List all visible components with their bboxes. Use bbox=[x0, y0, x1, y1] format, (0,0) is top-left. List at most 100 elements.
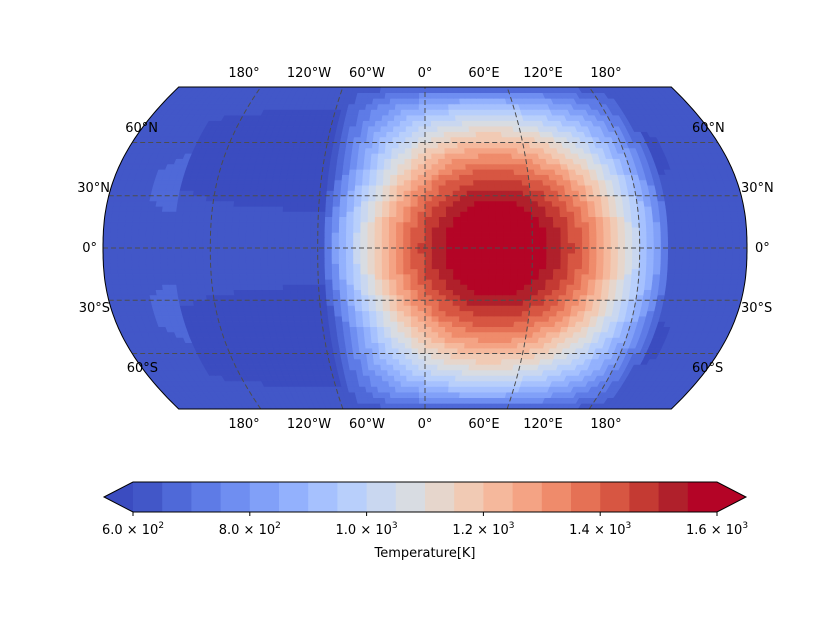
contour-cell bbox=[437, 136, 445, 143]
contour-cell bbox=[658, 284, 667, 291]
contour-cell bbox=[403, 226, 412, 233]
contour-cell bbox=[317, 216, 326, 223]
contour-cell bbox=[610, 263, 619, 270]
contour-cell bbox=[474, 232, 483, 238]
contour-cell bbox=[717, 237, 726, 244]
contour-cell bbox=[730, 273, 740, 280]
contour-cell bbox=[418, 109, 426, 116]
contour-cell bbox=[160, 273, 170, 280]
contour-cell bbox=[703, 237, 712, 244]
contour-cell bbox=[430, 358, 439, 365]
contour-cell bbox=[319, 184, 328, 191]
contour-cell bbox=[488, 226, 497, 233]
contour-cell bbox=[278, 179, 287, 186]
contour-cell bbox=[467, 206, 476, 212]
contour-cell bbox=[417, 174, 426, 181]
contour-cell bbox=[464, 158, 473, 165]
contour-cell bbox=[481, 273, 490, 280]
contour-cell bbox=[302, 331, 312, 338]
contour-cell bbox=[537, 206, 547, 212]
contour-cell bbox=[380, 120, 389, 127]
contour-cell bbox=[245, 247, 254, 254]
contour-cell bbox=[523, 284, 532, 291]
contour-cell bbox=[299, 179, 308, 186]
contour-cell bbox=[556, 184, 566, 191]
contour-cell bbox=[260, 273, 269, 280]
contour-cell bbox=[353, 206, 362, 212]
contour-cell bbox=[491, 158, 500, 165]
contour-cell bbox=[232, 206, 242, 212]
contour-cell bbox=[620, 299, 630, 306]
contour-cell bbox=[494, 195, 503, 202]
contour-cell bbox=[411, 342, 419, 349]
contour-cell bbox=[312, 299, 321, 306]
contour-cell bbox=[284, 190, 293, 197]
contour-cell bbox=[169, 289, 179, 296]
contour-cell bbox=[443, 125, 451, 132]
contour-cell bbox=[410, 310, 419, 317]
contour-cell bbox=[450, 347, 459, 354]
contour-cell bbox=[424, 289, 433, 296]
contour-cell bbox=[652, 221, 661, 228]
contour-cell bbox=[687, 273, 697, 280]
contour-cell bbox=[462, 358, 471, 365]
contour-cell bbox=[360, 211, 369, 217]
contour-cell bbox=[332, 278, 341, 285]
contour-cell bbox=[260, 278, 270, 285]
contour-cell bbox=[110, 221, 119, 228]
contour-cell bbox=[629, 284, 639, 291]
contour-cell bbox=[531, 268, 540, 275]
contour-cell bbox=[430, 391, 438, 399]
contour-cell bbox=[539, 258, 547, 264]
contour-cell bbox=[177, 195, 187, 202]
contour-cell bbox=[192, 299, 202, 306]
contour-cell bbox=[393, 114, 402, 121]
contour-cell bbox=[344, 147, 353, 154]
contour-cell bbox=[539, 242, 547, 249]
contour-cell bbox=[202, 242, 211, 249]
contour-cell bbox=[390, 315, 398, 322]
contour-cell bbox=[488, 273, 497, 280]
contour-cell bbox=[430, 125, 439, 132]
contour-cell bbox=[438, 206, 447, 212]
contour-cell bbox=[298, 299, 307, 306]
contour-cell bbox=[459, 386, 468, 393]
contour-cell bbox=[737, 216, 747, 223]
contour-cell bbox=[424, 358, 432, 365]
contour-cell bbox=[253, 226, 262, 233]
contour-cell bbox=[487, 305, 496, 312]
contour-cell bbox=[418, 380, 426, 387]
contour-cell bbox=[196, 211, 206, 217]
contour-cell bbox=[460, 284, 468, 291]
contour-cell bbox=[238, 252, 247, 259]
contour-cell bbox=[558, 200, 567, 207]
contour-cell bbox=[554, 169, 563, 175]
contour-cell bbox=[488, 206, 497, 212]
contour-cell bbox=[536, 184, 545, 191]
contour-cell bbox=[659, 268, 669, 275]
contour-cell bbox=[271, 179, 281, 186]
contour-cell bbox=[566, 278, 575, 285]
contour-cell bbox=[424, 125, 432, 132]
contour-cell bbox=[531, 237, 540, 244]
contour-cell bbox=[531, 273, 540, 280]
contour-cell bbox=[569, 315, 578, 322]
contour-cell bbox=[457, 147, 466, 154]
contour-cell bbox=[168, 211, 177, 217]
contour-cell bbox=[338, 147, 347, 154]
contour-cell bbox=[131, 226, 140, 233]
contour-cell bbox=[509, 289, 518, 296]
contour-cell bbox=[488, 136, 497, 143]
contour-cell bbox=[267, 226, 276, 233]
contour-cell bbox=[344, 153, 353, 159]
contour-cell bbox=[212, 200, 221, 207]
contour-cell bbox=[667, 226, 676, 233]
contour-cell bbox=[489, 142, 498, 149]
contour-cell bbox=[314, 321, 323, 328]
contour-cell bbox=[181, 221, 191, 228]
contour-cell bbox=[203, 268, 212, 275]
contour-cell bbox=[145, 258, 154, 264]
contour-cell bbox=[189, 221, 198, 228]
contour-cell bbox=[303, 242, 311, 249]
contour-cell bbox=[424, 226, 433, 233]
